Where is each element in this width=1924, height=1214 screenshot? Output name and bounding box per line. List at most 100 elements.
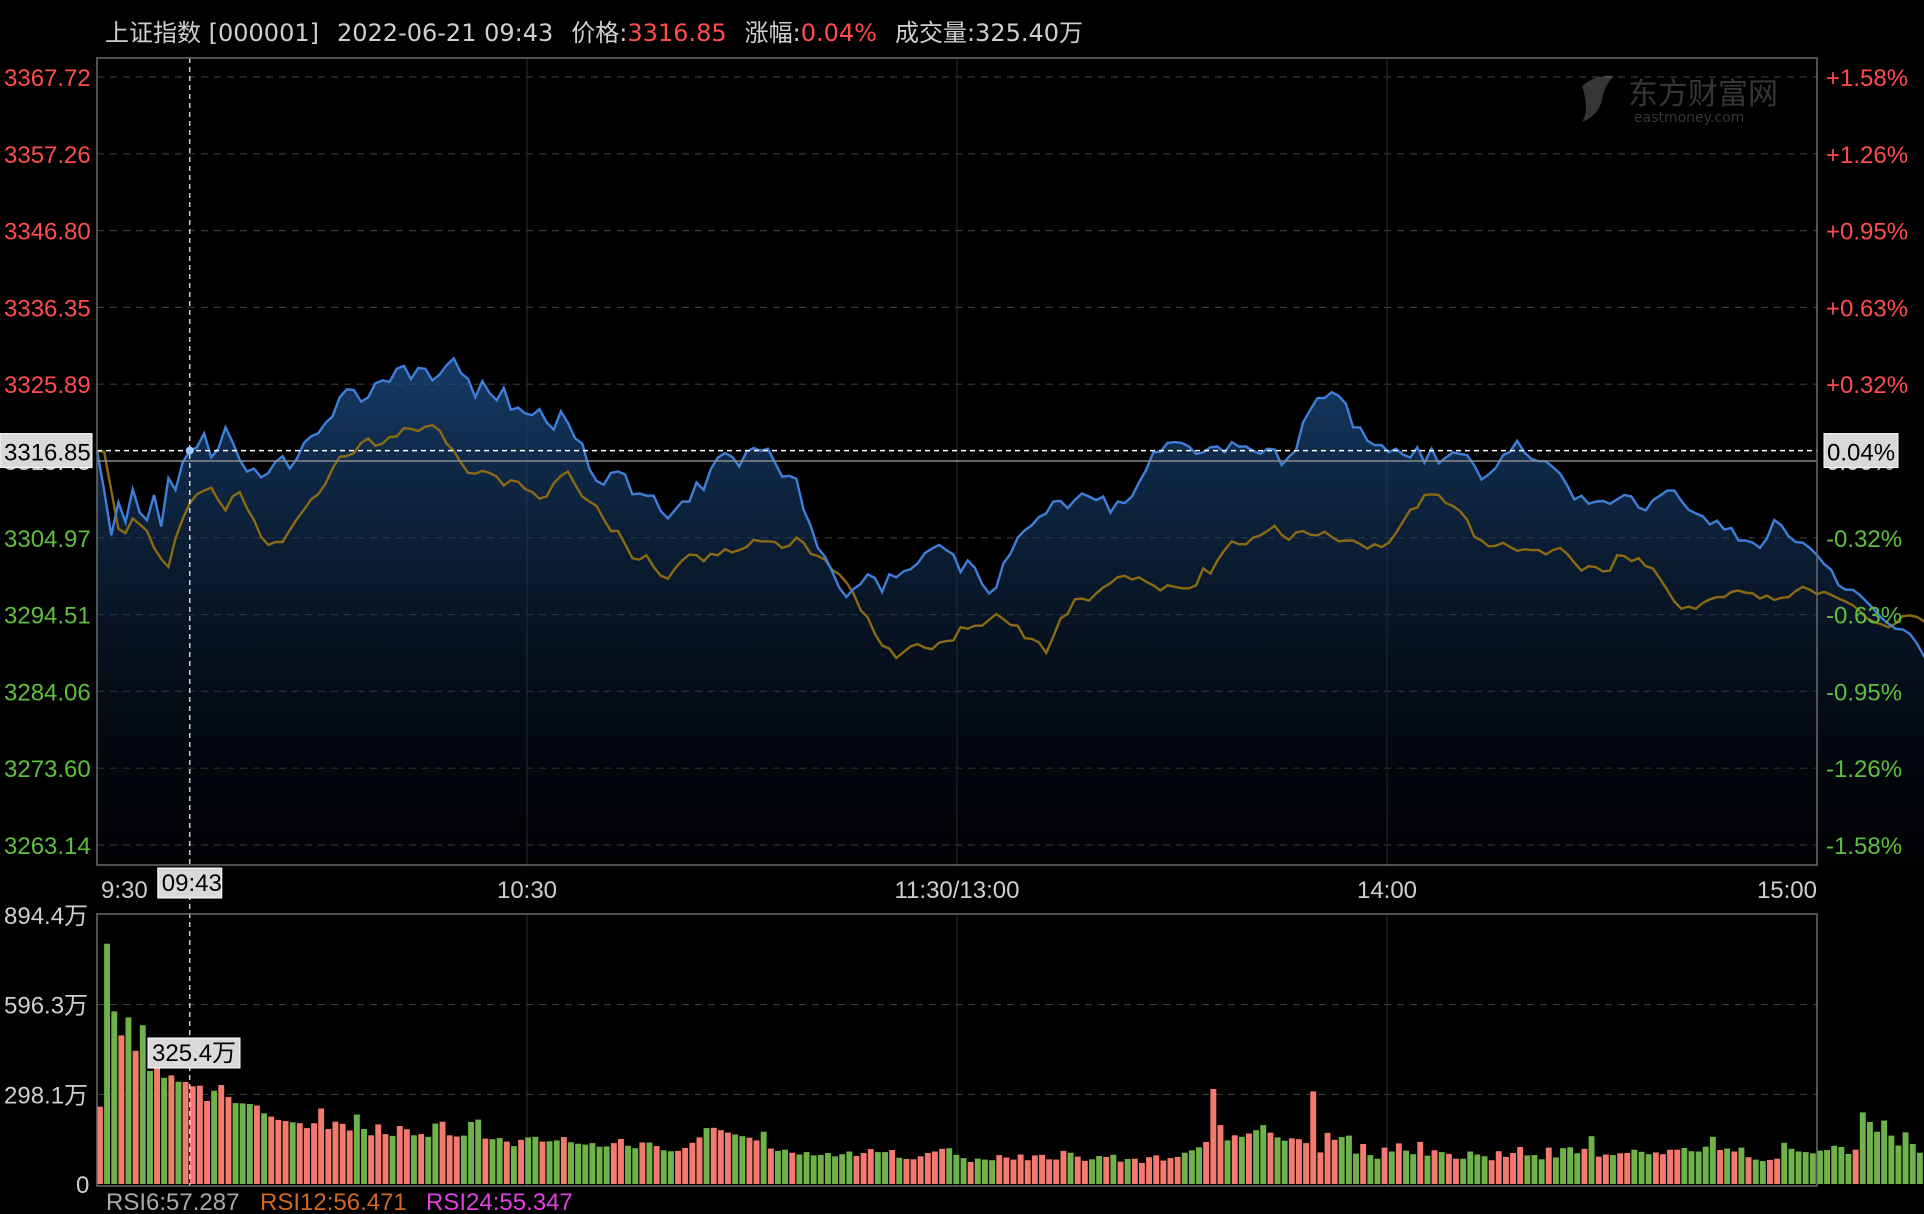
volume-bar	[767, 1148, 774, 1184]
volume-bar	[361, 1129, 367, 1184]
volume-bar	[132, 1050, 139, 1184]
volume-bar	[1788, 1148, 1795, 1184]
y-right-tick: +0.32%	[1826, 372, 1908, 399]
change-value: 0.04%	[800, 19, 877, 47]
volume-bar	[1003, 1157, 1010, 1184]
volume-bar	[204, 1101, 210, 1184]
volume-bar	[1217, 1125, 1224, 1184]
volume-bar	[796, 1154, 803, 1184]
volume-bar	[1488, 1160, 1495, 1184]
volume-bar	[974, 1158, 981, 1184]
volume-bar	[789, 1152, 796, 1184]
volume-bar	[1738, 1147, 1745, 1184]
volume-bar	[1117, 1161, 1124, 1184]
volume-bar	[953, 1154, 960, 1184]
volume-bar	[453, 1136, 460, 1184]
volume-bar	[254, 1105, 260, 1184]
volume-bar	[154, 1052, 160, 1184]
volume-bar	[1588, 1136, 1595, 1184]
y-right-tick: -0.63%	[1826, 603, 1902, 630]
volume-bar	[753, 1140, 760, 1184]
watermark-logo: 东方财富网 eastmoney.com	[1582, 75, 1778, 126]
volume-bar	[1767, 1159, 1773, 1184]
volume-bar	[846, 1151, 853, 1184]
volume-bar	[989, 1160, 995, 1184]
volume-bar	[175, 1081, 182, 1184]
volume-bar	[147, 1070, 153, 1184]
price-line	[95, 356, 1924, 659]
volume-bar	[1367, 1155, 1374, 1184]
volume-bar	[710, 1127, 717, 1184]
volume-bar	[1417, 1141, 1424, 1184]
volume-bar	[425, 1136, 432, 1184]
volume-bar	[1795, 1151, 1802, 1184]
volume-bar	[1809, 1153, 1816, 1184]
volume-bar	[1167, 1158, 1174, 1184]
volume-bar	[1481, 1156, 1488, 1184]
y-right-tick: -1.26%	[1826, 756, 1902, 783]
volume-bar	[1424, 1155, 1431, 1184]
volume-bar	[1324, 1132, 1331, 1184]
volume-bar	[653, 1146, 660, 1184]
volume-bar	[1346, 1135, 1352, 1184]
y-left-tick: 3284.06	[4, 679, 91, 706]
volume-bar	[375, 1124, 382, 1184]
volume-bar	[1431, 1150, 1438, 1184]
volume-bar	[482, 1138, 489, 1184]
volume-bar	[225, 1097, 232, 1184]
legend-rsi24: RSI24:55.347	[426, 1189, 573, 1214]
volume-bar	[1017, 1154, 1024, 1184]
volume-bar	[682, 1147, 689, 1184]
volume-bar	[1695, 1151, 1702, 1184]
volume-bar	[1181, 1152, 1188, 1184]
price-label: 价格:	[571, 19, 628, 47]
volume-bar	[696, 1137, 703, 1184]
crosshair-time-badge-bg	[157, 867, 223, 899]
volume-bar	[1146, 1157, 1152, 1184]
volume-bar	[1467, 1151, 1474, 1184]
quote-datetime: 2022-06-21 09:43	[336, 19, 554, 47]
crosshair-badges: 3316.85 0.04% 09:43 325.4万	[0, 433, 1899, 1069]
volume-bar	[582, 1144, 589, 1184]
volume-bar	[1867, 1122, 1873, 1184]
volume-bar	[782, 1149, 788, 1184]
volume-bar	[568, 1142, 574, 1184]
volume-bar	[1817, 1150, 1823, 1184]
volume-bar	[125, 1017, 132, 1184]
y-left-tick: 3346.80	[4, 219, 91, 246]
volume-bar	[1131, 1158, 1138, 1184]
volume-bar	[1745, 1157, 1752, 1184]
volume-bar	[446, 1135, 453, 1184]
volume-bar	[1510, 1153, 1516, 1184]
volume-bar	[1310, 1091, 1317, 1184]
volume-tick: 596.3万	[4, 993, 88, 1020]
volume-bar	[1253, 1130, 1260, 1184]
y-right-tick: +0.63%	[1826, 295, 1908, 322]
y-right-tick: +0.95%	[1826, 219, 1908, 246]
volume-bar	[1274, 1137, 1281, 1184]
volume-bar	[1731, 1151, 1738, 1184]
crosshair-volume-badge: 325.4万	[152, 1040, 236, 1067]
volume-bar	[311, 1123, 317, 1184]
volume-bar	[910, 1159, 917, 1184]
volume-bar	[97, 1106, 103, 1184]
y-left-tick: 3304.97	[4, 526, 91, 553]
volume-bar	[675, 1150, 681, 1184]
y-right-tick: -0.32%	[1826, 526, 1902, 553]
crosshair-pct-badge: 0.04%	[1827, 440, 1895, 467]
volume-bar	[939, 1148, 946, 1184]
symbol-name: 上证指数 [000001]	[105, 19, 319, 47]
volume-bar	[396, 1126, 403, 1184]
y-left-tick: 3263.14	[4, 833, 91, 860]
volume-bar	[960, 1158, 967, 1184]
volume-bar	[1110, 1154, 1117, 1184]
y-left-tick: 3325.89	[4, 372, 91, 399]
crosshair-price-badge-bg	[0, 433, 93, 469]
volume-bar	[1124, 1159, 1131, 1184]
volume-bar	[1231, 1135, 1238, 1184]
volume-bar	[1060, 1150, 1067, 1184]
volume-bar	[739, 1136, 746, 1184]
volume-bar	[1802, 1152, 1809, 1184]
volume-bar	[1353, 1153, 1359, 1184]
